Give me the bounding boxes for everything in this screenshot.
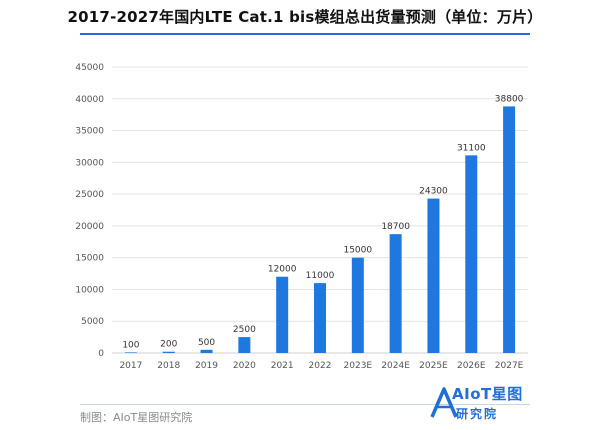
y-tick-label: 30000 — [75, 158, 104, 168]
data-labels: 100 200 500 2500 12000 11000 15000 18700 24300 31… — [122, 94, 523, 350]
bar — [465, 155, 478, 353]
data-label: 12000 — [268, 265, 297, 275]
y-tick-label: 35000 — [75, 127, 104, 137]
data-label: 31100 — [457, 143, 486, 153]
bar-chart: 0 5000 10000 15000 20000 25000 30000 35000 40000… — [75, 63, 528, 371]
x-tick-label: 2020 — [233, 361, 256, 371]
bar — [503, 106, 516, 353]
bar — [162, 351, 175, 353]
bar — [389, 234, 402, 353]
x-tick-label: 2023E — [344, 361, 373, 371]
x-tick-label: 2027E — [495, 361, 524, 371]
logo-subtitle: 研究院 — [456, 407, 499, 421]
x-tick-label: 2024E — [381, 361, 410, 371]
bar — [351, 257, 364, 353]
y-axis-ticks: 0 5000 10000 15000 20000 25000 30000 35000 40000… — [75, 63, 104, 359]
chart-credit: 制图：AIoT星图研究院 — [80, 411, 193, 424]
x-tick-label: 2019 — [195, 361, 218, 371]
bar — [314, 283, 326, 353]
y-tick-label: 40000 — [75, 95, 104, 105]
publisher-logo: AIoT星图 研究院 — [430, 383, 530, 428]
title-underline — [80, 33, 530, 35]
y-tick-label: 0 — [98, 349, 104, 359]
x-axis-ticks: 2017 2018 2019 2020 2021 2022 2023E 2024E 2025E 2… — [119, 361, 523, 371]
x-tick-label: 2022 — [309, 361, 332, 371]
data-label: 200 — [160, 340, 177, 350]
data-label: 18700 — [381, 222, 410, 232]
y-tick-label: 25000 — [75, 190, 104, 200]
y-tick-label: 45000 — [75, 63, 104, 73]
y-tick-label: 10000 — [75, 285, 104, 295]
y-tick-label: 15000 — [75, 254, 104, 264]
bar — [427, 198, 440, 353]
bar — [200, 349, 213, 353]
data-label: 38800 — [495, 94, 524, 104]
data-label: 100 — [122, 340, 139, 350]
bar — [238, 337, 251, 353]
bar — [276, 276, 289, 353]
footer-divider — [80, 404, 530, 405]
x-tick-label: 2018 — [157, 361, 180, 371]
x-tick-label: 2021 — [271, 361, 294, 371]
logo-mark-icon — [430, 387, 458, 418]
x-tick-label: 2026E — [457, 361, 486, 371]
x-tick-label: 2025E — [419, 361, 448, 371]
y-tick-label: 5000 — [81, 317, 104, 327]
y-tick-label: 20000 — [75, 222, 104, 232]
data-label: 15000 — [343, 246, 372, 256]
x-tick-label: 2017 — [119, 361, 142, 371]
logo-wordmark: AIoT星图 — [452, 385, 523, 403]
data-label: 2500 — [233, 325, 256, 335]
data-label: 24300 — [419, 187, 448, 197]
chart-title: 2017-2027年国内LTE Cat.1 bis模组总出货量预测（单位：万片） — [67, 8, 543, 26]
bar — [124, 352, 137, 353]
bars — [124, 106, 516, 353]
data-label: 500 — [198, 338, 215, 348]
data-label: 11000 — [306, 271, 335, 281]
